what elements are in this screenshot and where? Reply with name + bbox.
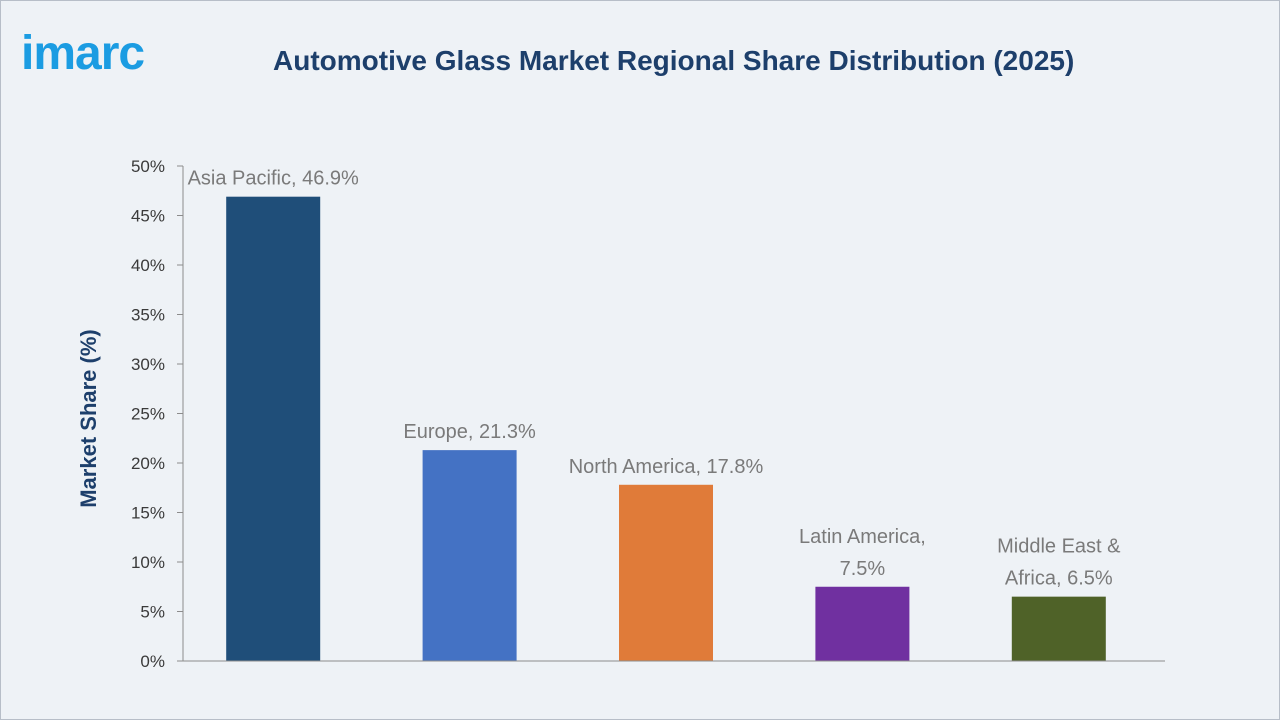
- chart-title: Automotive Glass Market Regional Share D…: [273, 45, 1075, 76]
- data-label: Latin America,: [799, 526, 926, 548]
- bar-north-america: [619, 484, 713, 661]
- bar-europe: [422, 450, 517, 661]
- bar-latin-america: [815, 586, 910, 661]
- y-tick-label: 30%: [131, 355, 165, 374]
- y-tick-label: 10%: [131, 553, 165, 572]
- y-tick-label: 35%: [131, 306, 165, 325]
- bar-asia-pacific: [226, 196, 321, 661]
- y-tick-label: 0%: [140, 652, 165, 671]
- y-tick-label: 5%: [140, 603, 165, 622]
- data-label: Asia Pacific, 46.9%: [188, 168, 359, 190]
- y-tick-label: 25%: [131, 405, 165, 424]
- bar-middle-east-africa: [1011, 596, 1106, 661]
- y-tick-label: 45%: [131, 207, 165, 226]
- data-labels: Asia Pacific, 46.9% Europe, 21.3% North Am…: [188, 168, 1122, 590]
- y-tick-label: 20%: [131, 454, 165, 473]
- y-axis: 0% 5% 10% 15% 20% 25% 30% 35% 40% 45% 50%: [131, 157, 184, 671]
- data-label: 7.5%: [840, 558, 886, 580]
- imarc-logo: imarc: [21, 23, 211, 80]
- y-axis-label: Market Share (%): [76, 329, 101, 508]
- y-tick-label: 40%: [131, 256, 165, 275]
- y-tick-label: 15%: [131, 504, 165, 523]
- logo-text: imarc: [21, 27, 144, 80]
- data-label: North America, 17.8%: [569, 456, 764, 478]
- data-label: Africa, 6.5%: [1005, 568, 1113, 590]
- data-label: Middle East &: [997, 536, 1121, 558]
- data-label: Europe, 21.3%: [403, 421, 536, 443]
- y-tick-label: 50%: [131, 157, 165, 176]
- bars: [226, 196, 1106, 661]
